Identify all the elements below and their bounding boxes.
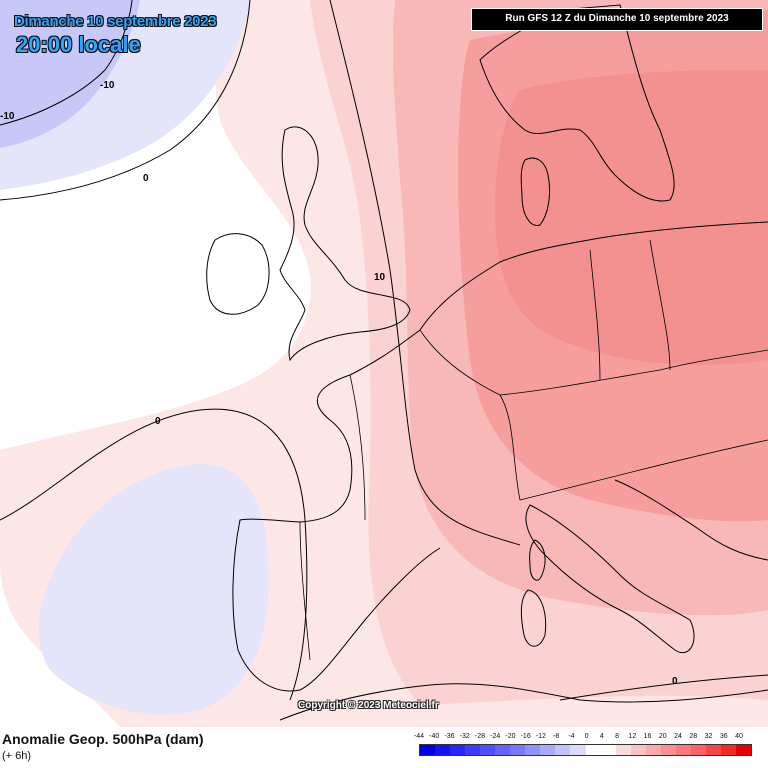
legend-color-swatch bbox=[495, 745, 511, 755]
legend-scale-label: 24 bbox=[674, 733, 682, 740]
footer-panel: Anomalie Geop. 500hPa (dam) (+ 6h) -44 -4… bbox=[0, 727, 768, 768]
legend-color-swatch bbox=[480, 745, 496, 755]
run-info-box: Run GFS 12 Z du Dimanche 10 septembre 20… bbox=[471, 8, 763, 31]
legend-scale-label: -8 bbox=[553, 733, 560, 740]
contour-zero-north bbox=[0, 0, 251, 201]
legend-scale-label: -4 bbox=[568, 733, 575, 740]
anomaly-zone-positive-peak bbox=[495, 70, 768, 365]
legend-scale-label: 4 bbox=[599, 733, 604, 740]
contour-label: 0 bbox=[672, 676, 678, 687]
legend-color-scale bbox=[419, 744, 752, 756]
legend-color-swatch bbox=[675, 745, 691, 755]
legend-color-swatch bbox=[420, 745, 436, 755]
anomaly-zone-negative-southwest bbox=[38, 464, 269, 715]
legend-scale-label: -28 bbox=[474, 733, 485, 740]
legend-scale-label: -12 bbox=[535, 733, 546, 740]
country-borders bbox=[299, 239, 768, 661]
legend-scale-label: -24 bbox=[490, 733, 501, 740]
legend-scale-label: -36 bbox=[444, 733, 455, 740]
legend-color-swatch bbox=[630, 745, 646, 755]
legend-color-swatch bbox=[450, 745, 466, 755]
legend-scale-label: -40 bbox=[429, 733, 440, 740]
legend-scale-label: 40 bbox=[735, 733, 743, 740]
contour-label: -10 bbox=[100, 80, 115, 91]
legend-scale-label: 16 bbox=[643, 733, 652, 740]
coastlines bbox=[206, 4, 768, 721]
variable-title: Anomalie Geop. 500hPa (dam) bbox=[2, 731, 204, 747]
legend-color-swatch bbox=[660, 745, 676, 755]
legend-color-swatch bbox=[435, 745, 451, 755]
legend-color-swatch bbox=[690, 745, 706, 755]
contour-label: 10 bbox=[374, 272, 386, 283]
run-info-text: Run GFS 12 Z du Dimanche 10 septembre 20… bbox=[505, 13, 729, 24]
contour-zero bbox=[0, 408, 308, 701]
legend-scale-label: 36 bbox=[719, 733, 728, 740]
legend-scale-labels: -44 -40 -36 -32 -28 -24 -20 -16 -12 -8 -4 0 4 8 12 16 20… bbox=[411, 733, 747, 743]
legend-color-swatch bbox=[585, 745, 601, 755]
legend-scale-label: -32 bbox=[459, 733, 470, 740]
legend-color-swatch bbox=[525, 745, 541, 755]
anomaly-zone-negative-northwest-core bbox=[0, 0, 140, 148]
anomaly-map: -10 -10 0 0 10 0 bbox=[0, 0, 768, 727]
legend-color-swatch bbox=[510, 745, 526, 755]
contour-zero-southeast bbox=[559, 674, 768, 701]
legend-scale-label: -44 bbox=[413, 733, 425, 740]
valid-time-title: 20:00 locale bbox=[16, 32, 141, 57]
legend-color-swatch bbox=[735, 745, 752, 755]
legend-color-swatch bbox=[570, 745, 586, 755]
legend-scale-label: -20 bbox=[505, 733, 516, 740]
forecast-offset: (+ 6h) bbox=[2, 750, 32, 762]
legend-color-swatch bbox=[465, 745, 481, 755]
legend-color-swatch bbox=[600, 745, 616, 755]
legend-scale-label: 20 bbox=[658, 733, 667, 740]
legend-color-swatch bbox=[645, 745, 661, 755]
contour-label: 0 bbox=[155, 416, 161, 427]
legend-color-swatch bbox=[540, 745, 556, 755]
legend-color-swatch bbox=[615, 745, 631, 755]
legend-scale-label: 8 bbox=[615, 733, 620, 740]
legend-scale-label: 0 bbox=[584, 733, 589, 740]
legend-scale-label: 28 bbox=[689, 733, 698, 740]
valid-date-title: Dimanche 10 septembre 2023 bbox=[14, 13, 217, 30]
legend-color-swatch bbox=[705, 745, 721, 755]
legend-color-swatch bbox=[720, 745, 736, 755]
contour-label: 0 bbox=[143, 173, 149, 184]
legend-scale-label: 32 bbox=[704, 733, 713, 740]
contour-minus-ten bbox=[0, 0, 133, 126]
contour-ten bbox=[329, 0, 521, 546]
contour-label: -10 bbox=[0, 111, 15, 122]
copyright-text: Copyright © 2023 Meteociel.fr bbox=[298, 700, 439, 711]
legend-color-swatch bbox=[555, 745, 571, 755]
legend-scale-label: -16 bbox=[520, 733, 531, 740]
legend-scale-label: 12 bbox=[628, 733, 637, 740]
